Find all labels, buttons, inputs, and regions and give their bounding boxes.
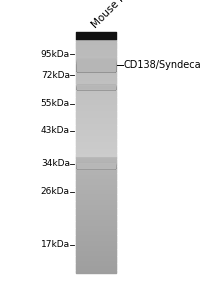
Text: 55kDa: 55kDa [41, 99, 70, 108]
Text: 95kDa: 95kDa [41, 50, 70, 58]
Text: Mouse lung: Mouse lung [90, 0, 139, 30]
Text: 34kDa: 34kDa [41, 159, 70, 168]
Text: 43kDa: 43kDa [41, 126, 70, 135]
Text: CD138/Syndecan-1: CD138/Syndecan-1 [124, 60, 200, 70]
Text: 72kDa: 72kDa [41, 70, 70, 80]
Text: 17kDa: 17kDa [41, 240, 70, 249]
Text: 26kDa: 26kDa [41, 188, 70, 196]
